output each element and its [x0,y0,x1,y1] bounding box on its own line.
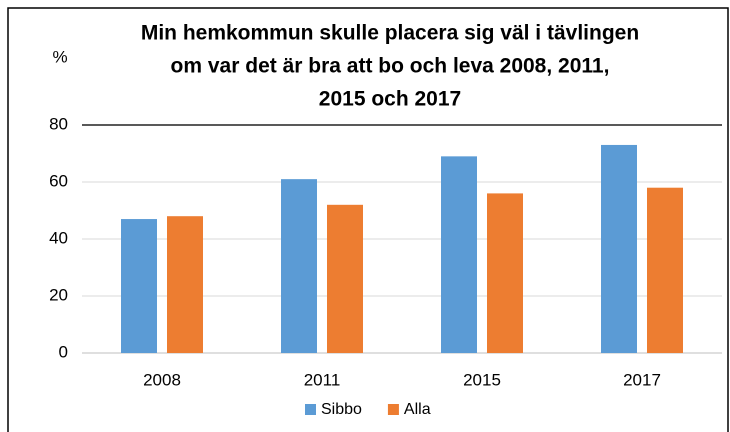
bar [327,204,363,353]
chart-frame [7,7,729,432]
x-tick-label: 2015 [463,370,501,389]
legend-swatch [305,404,316,415]
y-tick-label: 80 [49,114,68,133]
legend-label: Alla [404,401,431,418]
y-tick-label: 0 [59,342,68,361]
bar [441,156,477,353]
bar [601,144,637,353]
bar [281,179,317,353]
legend-swatch [387,404,399,415]
chart-title: Min hemkommun skulle placera sig väl i t… [141,22,639,45]
y-tick-label: 20 [49,285,68,304]
chart-title: om var det är bra att bo och leva 2008, … [171,55,610,78]
bar [647,187,683,353]
x-tick-label: 2008 [143,370,181,389]
x-tick-label: 2011 [304,370,341,389]
legend-label: Sibbo [321,401,362,418]
y-tick-label: 40 [49,228,68,247]
bar [167,216,203,353]
y-tick-label: 60 [49,171,68,190]
bar [121,219,157,353]
x-tick-label: 2017 [623,370,661,389]
chart-title: 2015 och 2017 [319,88,461,111]
bar [487,193,523,353]
y-axis-label: % [52,47,67,66]
